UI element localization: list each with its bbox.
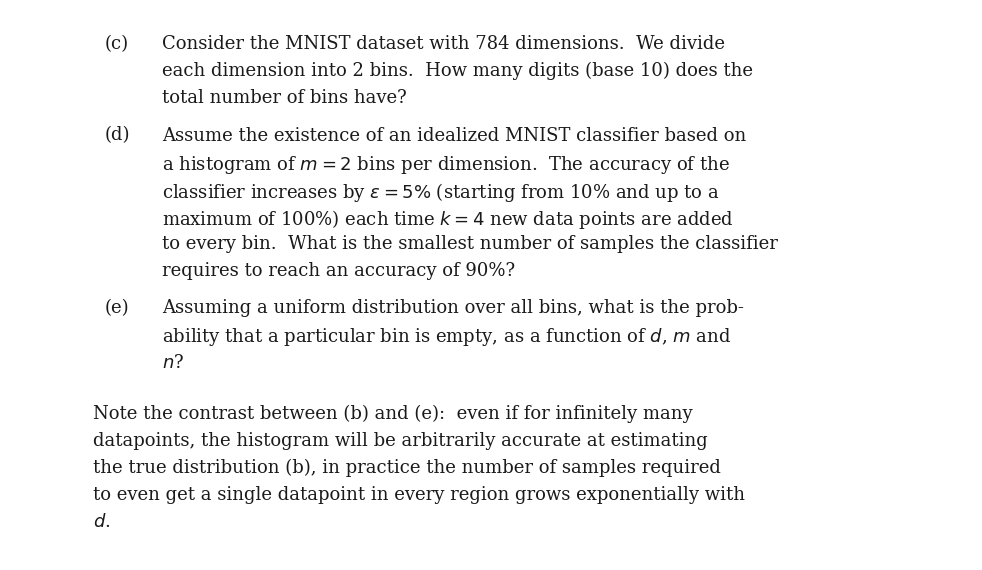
- Text: classifier increases by $\epsilon = 5\%$ (starting from 10% and up to a: classifier increases by $\epsilon = 5\%$…: [162, 181, 720, 203]
- Text: maximum of 100%) each time $k = 4$ new data points are added: maximum of 100%) each time $k = 4$ new d…: [162, 208, 734, 231]
- Text: Assume the existence of an idealized MNIST classifier based on: Assume the existence of an idealized MNI…: [162, 127, 746, 145]
- Text: datapoints, the histogram will be arbitrarily accurate at estimating: datapoints, the histogram will be arbitr…: [93, 432, 708, 450]
- Text: (c): (c): [105, 35, 129, 53]
- Text: requires to reach an accuracy of 90%?: requires to reach an accuracy of 90%?: [162, 262, 516, 280]
- Text: Consider the MNIST dataset with 784 dimensions.  We divide: Consider the MNIST dataset with 784 dime…: [162, 35, 725, 53]
- Text: total number of bins have?: total number of bins have?: [162, 89, 407, 107]
- Text: (d): (d): [105, 127, 131, 145]
- Text: Note the contrast between (b) and (e):  even if for infinitely many: Note the contrast between (b) and (e): e…: [93, 405, 692, 423]
- Text: $n$?: $n$?: [162, 353, 185, 372]
- Text: Assuming a uniform distribution over all bins, what is the prob-: Assuming a uniform distribution over all…: [162, 299, 744, 317]
- Text: a histogram of $m = 2$ bins per dimension.  The accuracy of the: a histogram of $m = 2$ bins per dimensio…: [162, 154, 730, 176]
- Text: to every bin.  What is the smallest number of samples the classifier: to every bin. What is the smallest numbe…: [162, 235, 778, 253]
- Text: each dimension into 2 bins.  How many digits (base 10) does the: each dimension into 2 bins. How many dig…: [162, 62, 753, 80]
- Text: $d$.: $d$.: [93, 514, 111, 531]
- Text: ability that a particular bin is empty, as a function of $d$, $m$ and: ability that a particular bin is empty, …: [162, 327, 732, 348]
- Text: (e): (e): [105, 299, 130, 317]
- Text: to even get a single datapoint in every region grows exponentially with: to even get a single datapoint in every …: [93, 486, 745, 504]
- Text: the true distribution (b), in practice the number of samples required: the true distribution (b), in practice t…: [93, 459, 721, 478]
